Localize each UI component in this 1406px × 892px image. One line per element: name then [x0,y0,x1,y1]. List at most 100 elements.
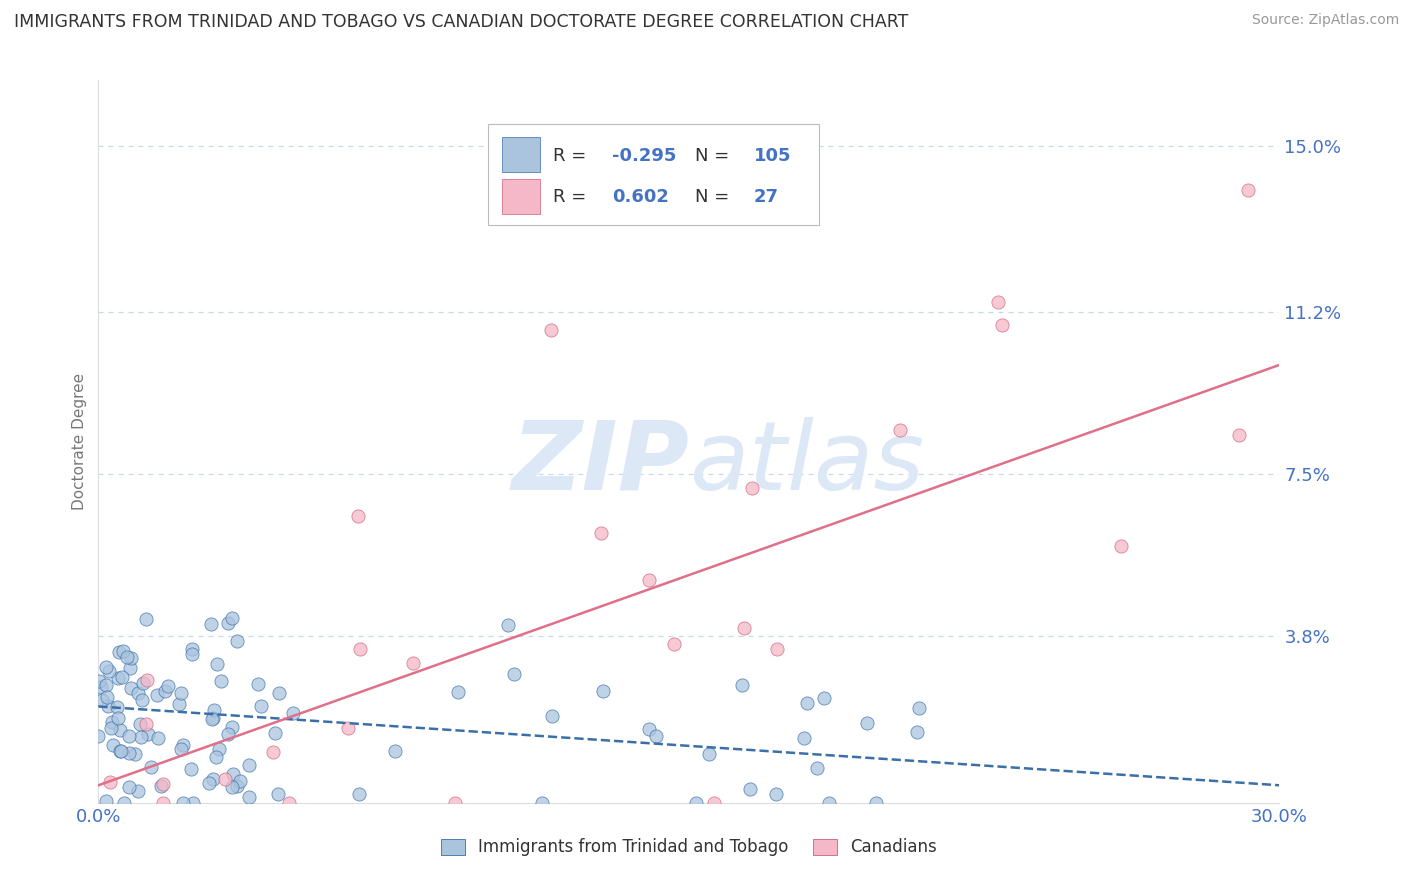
Point [855,715,877,730]
Point [153,684,176,698]
Y-axis label: Doctorate Degree: Doctorate Degree [72,373,87,510]
Point [172,738,194,752]
Point [172,796,194,810]
Point [638,573,661,587]
Point [267,686,290,700]
Point [262,745,284,759]
Point [91,693,114,707]
Point [865,796,887,810]
Text: -0.295: -0.295 [612,147,676,165]
Point [247,676,270,690]
Point [100,721,122,735]
Point [181,796,204,810]
Point [221,610,243,624]
Point [221,780,243,795]
Point [96,794,118,808]
Point [101,738,124,752]
Point [205,750,228,764]
Point [217,727,239,741]
Text: N =: N = [695,188,735,206]
Point [167,697,190,711]
Point [765,787,787,801]
Point [201,711,224,725]
Point [443,796,465,810]
Point [1109,539,1132,553]
Point [281,706,304,721]
Point [991,318,1014,332]
Point [120,651,142,665]
Point [347,509,370,524]
Point [152,796,174,810]
Point [267,787,290,801]
Point [105,700,128,714]
Point [120,681,142,695]
Point [87,730,110,744]
Point [447,685,470,699]
Point [108,645,131,659]
Point [209,674,232,689]
Text: N =: N = [695,147,735,165]
Point [905,724,928,739]
Point [225,633,247,648]
Point [135,612,157,626]
Point [111,670,134,684]
Point [264,725,287,739]
Point [907,701,929,715]
Point [107,711,129,725]
Point [117,649,139,664]
Point [540,709,562,723]
Point [806,761,828,775]
Point [638,722,661,736]
Point [202,702,225,716]
Point [662,637,685,651]
Point [222,767,245,781]
Point [226,779,249,793]
Point [201,712,224,726]
Point [813,691,835,706]
Point [530,796,553,810]
Text: IMMIGRANTS FROM TRINIDAD AND TOBAGO VS CANADIAN DOCTORATE DEGREE CORRELATION CHA: IMMIGRANTS FROM TRINIDAD AND TOBAGO VS C… [14,13,908,31]
Point [741,481,763,495]
Point [889,423,911,437]
Point [127,784,149,798]
FancyBboxPatch shape [488,124,818,225]
Point [592,683,614,698]
Point [250,699,273,714]
Point [170,686,193,700]
FancyBboxPatch shape [502,137,540,172]
Point [112,796,135,810]
Point [278,796,301,810]
Text: 27: 27 [754,188,779,206]
Point [205,657,228,672]
Point [149,780,172,794]
Text: 105: 105 [754,147,792,165]
Point [685,796,707,810]
Point [818,796,841,810]
Text: 0.602: 0.602 [612,188,669,206]
Point [740,782,762,797]
Point [229,774,252,789]
FancyBboxPatch shape [502,179,540,214]
Point [217,616,239,631]
Point [131,692,153,706]
Point [111,643,134,657]
Point [135,673,157,688]
Point [120,660,142,674]
Point [110,744,132,758]
Point [146,731,169,746]
Point [766,641,789,656]
Point [1227,427,1250,442]
Point [703,796,725,810]
Point [503,667,526,681]
Point [180,762,202,776]
Point [96,690,118,704]
Point [349,642,371,657]
Point [238,790,260,805]
Point [207,741,229,756]
Point [152,776,174,790]
Point [200,616,222,631]
Point [135,717,157,731]
Text: atlas: atlas [689,417,924,509]
Point [591,526,613,541]
Point [107,671,129,685]
